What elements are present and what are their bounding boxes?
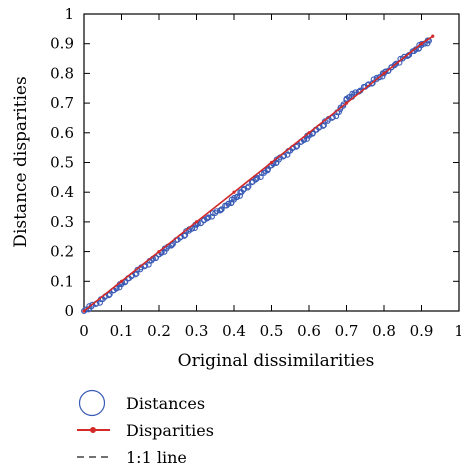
x-tick-label: 0.3 — [185, 322, 209, 340]
y-tick-label: 0.2 — [50, 243, 74, 261]
x-tick-label: 0.1 — [110, 322, 134, 340]
distances-point — [133, 270, 140, 277]
distances-point — [293, 143, 300, 150]
disparities-point — [419, 42, 424, 46]
x-tick-label: 0.4 — [222, 322, 246, 340]
x-tick-label: 1 — [454, 322, 461, 340]
distances-point — [393, 60, 400, 67]
legend-label-disparities: Disparities — [126, 421, 214, 440]
distances-point — [376, 74, 383, 80]
x-tick-label: 0.7 — [335, 322, 359, 340]
distances-point — [252, 176, 259, 183]
x-tick-label: 0.9 — [410, 322, 434, 340]
disparities-point — [431, 34, 435, 38]
distances-point — [145, 261, 152, 268]
distances-point — [192, 225, 198, 232]
disparities-point — [82, 309, 86, 313]
x-tick-label: 0.5 — [260, 322, 284, 340]
y-tick-label: 0.8 — [50, 64, 74, 82]
x-axis-label: Original dissimilarities — [178, 351, 375, 371]
y-tick-label: 0.5 — [50, 154, 74, 172]
distances-point — [205, 214, 212, 221]
x-tick-label: 0.2 — [147, 322, 171, 340]
y-tick-label: 1 — [64, 5, 74, 23]
series-layer — [81, 34, 435, 314]
y-tick-label: 0.7 — [50, 94, 74, 112]
distances-point — [294, 142, 301, 149]
y-tick-label: 0.4 — [50, 183, 74, 201]
y-tick-label: 0 — [64, 302, 74, 320]
distances-point — [254, 175, 261, 181]
distances-point — [418, 40, 425, 47]
legend-marker-disparities — [90, 427, 96, 433]
distances-point — [244, 184, 251, 191]
distances-point — [245, 183, 252, 190]
distances-point — [257, 174, 264, 181]
distances-point — [209, 213, 215, 220]
distances-point — [346, 94, 353, 100]
disparities-point — [344, 101, 349, 105]
disparities-point — [269, 160, 274, 165]
x-tick-label: 0.8 — [372, 322, 396, 340]
distances-point — [333, 113, 340, 120]
distances-point — [321, 122, 327, 129]
y-tick-label: 0.1 — [50, 272, 74, 290]
distances-point — [391, 62, 398, 69]
legend-label-distances: Distances — [126, 394, 205, 413]
x-tick-label: 0.6 — [297, 322, 321, 340]
x-axis-ticks: 0 0.1 0.2 0.3 0.4 0.5 0.6 0.7 0.8 0.9 1 — [79, 14, 461, 340]
disparities-point — [119, 279, 124, 283]
disparities-point — [157, 250, 161, 254]
y-tick-label: 0.3 — [50, 213, 74, 231]
distances-point — [369, 80, 376, 86]
distances-point — [169, 241, 176, 248]
distances-point — [105, 292, 112, 299]
legend: Distances Disparities 1:1 line — [77, 389, 214, 466]
series-distances — [81, 37, 432, 314]
distances-point — [265, 166, 271, 173]
distances-point — [218, 206, 225, 213]
y-axis-label: Distance disparities — [11, 76, 31, 247]
disparities-point — [307, 131, 311, 135]
distances-point — [86, 303, 93, 310]
legend-label-1to1: 1:1 line — [126, 448, 187, 466]
distances-point — [182, 232, 189, 238]
x-tick-label: 0 — [79, 322, 89, 340]
distances-point — [234, 193, 241, 200]
disparities-point — [194, 220, 199, 224]
disparities-point — [382, 71, 386, 75]
y-tick-label: 0.9 — [50, 35, 74, 53]
distances-point — [97, 299, 103, 306]
distances-point — [168, 242, 175, 249]
distances-point — [284, 151, 291, 158]
disparities-point — [232, 190, 236, 194]
y-tick-label: 0.6 — [50, 124, 74, 142]
legend-marker-distances — [78, 389, 106, 417]
distances-point — [106, 291, 113, 298]
y-axis-ticks: 0 0.1 0.2 0.3 0.4 0.5 0.6 0.7 0.8 0.9 1 — [50, 5, 459, 320]
distances-point — [225, 200, 232, 207]
distances-point — [231, 194, 238, 201]
